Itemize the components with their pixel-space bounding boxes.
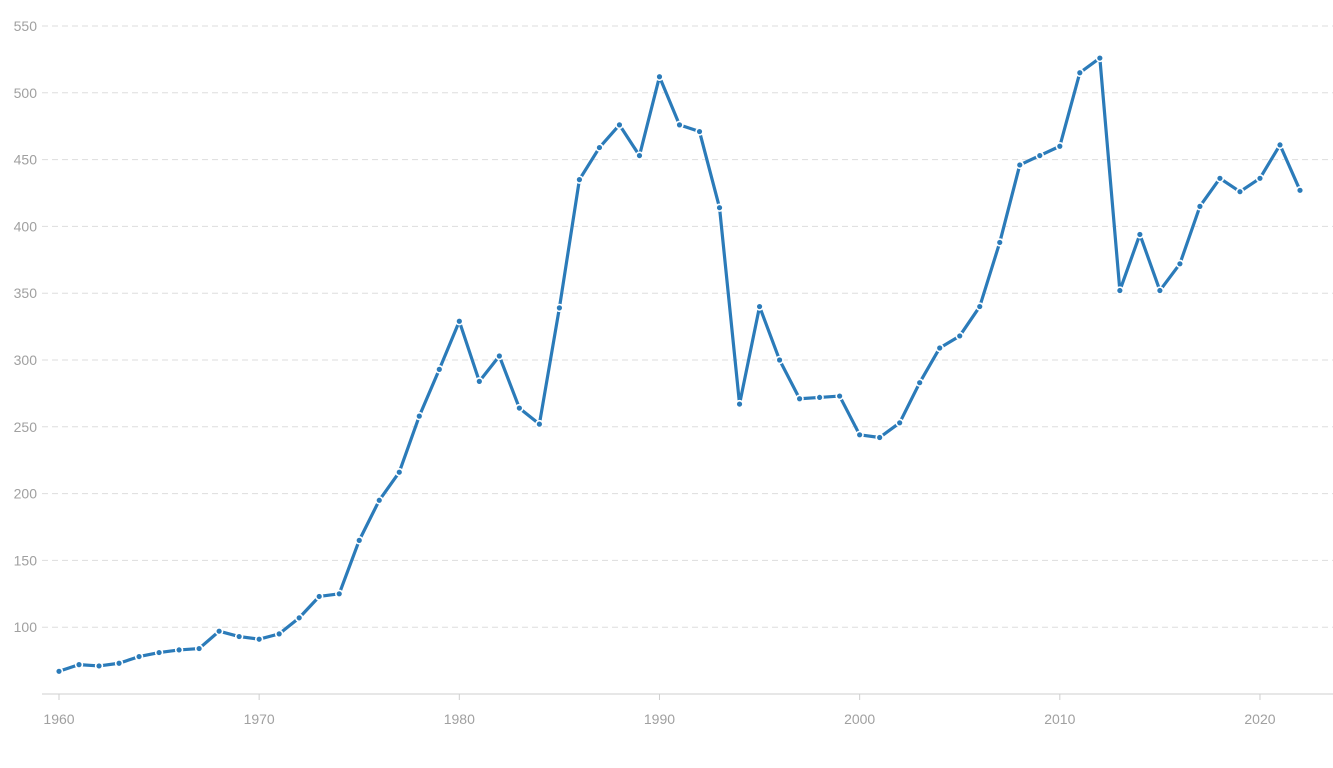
data-point-1981[interactable] <box>475 377 484 386</box>
x-axis <box>42 693 1333 700</box>
x-tick-label: 1960 <box>43 711 74 727</box>
data-point-1988[interactable] <box>615 120 624 130</box>
data-point-2000[interactable] <box>855 430 864 440</box>
y-tick-label: 250 <box>14 419 38 435</box>
y-tick-label: 150 <box>14 552 38 568</box>
x-tick-label: 2000 <box>844 711 875 727</box>
data-point-1989[interactable] <box>635 151 644 160</box>
data-point-1966[interactable] <box>174 645 184 655</box>
data-point-1998[interactable] <box>815 393 824 402</box>
data-point-1974[interactable] <box>335 589 344 598</box>
data-point-2012[interactable] <box>1095 53 1105 63</box>
x-tick-label: 2010 <box>1044 711 1075 727</box>
data-point-1965[interactable] <box>154 648 164 657</box>
x-tick-label: 1980 <box>444 711 475 727</box>
data-point-2004[interactable] <box>935 343 944 353</box>
data-point-2017[interactable] <box>1195 202 1205 211</box>
data-point-2019[interactable] <box>1235 187 1245 196</box>
gridlines <box>42 25 1333 628</box>
data-point-1979[interactable] <box>435 365 444 374</box>
data-point-2016[interactable] <box>1175 259 1185 269</box>
data-point-1971[interactable] <box>274 629 284 639</box>
data-point-1987[interactable] <box>595 143 604 152</box>
y-tick-label: 550 <box>14 18 38 34</box>
data-point-1983[interactable] <box>515 403 524 413</box>
y-tick-label: 500 <box>14 85 38 101</box>
y-tick-label: 200 <box>14 486 38 502</box>
data-point-1982[interactable] <box>495 351 504 361</box>
data-point-1969[interactable] <box>234 632 244 641</box>
data-point-1962[interactable] <box>94 661 104 671</box>
data-point-2007[interactable] <box>995 238 1004 247</box>
data-point-1961[interactable] <box>74 660 84 669</box>
data-point-2011[interactable] <box>1075 68 1085 77</box>
data-point-2002[interactable] <box>895 418 904 427</box>
data-point-1986[interactable] <box>575 175 584 184</box>
data-point-1999[interactable] <box>835 391 844 401</box>
data-point-1992[interactable] <box>695 127 704 136</box>
data-point-1984[interactable] <box>535 419 544 429</box>
y-tick-label: 350 <box>14 285 38 301</box>
data-point-1993[interactable] <box>715 203 724 212</box>
data-point-1973[interactable] <box>315 592 324 601</box>
data-point-1980[interactable] <box>455 317 464 326</box>
data-point-2010[interactable] <box>1055 142 1065 151</box>
data-point-2006[interactable] <box>975 302 984 311</box>
data-point-1972[interactable] <box>294 613 304 623</box>
series-line <box>57 56 1302 673</box>
data-point-1960[interactable] <box>54 667 64 676</box>
y-tick-label: 300 <box>14 352 38 368</box>
series-layer <box>54 53 1305 676</box>
data-point-1997[interactable] <box>795 394 804 403</box>
data-point-1995[interactable] <box>755 302 764 311</box>
data-point-1990[interactable] <box>655 72 664 81</box>
data-point-1975[interactable] <box>355 536 364 545</box>
data-point-2013[interactable] <box>1115 286 1125 295</box>
x-tick-label: 1970 <box>244 711 275 727</box>
x-tick-label: 2020 <box>1244 711 1275 727</box>
data-point-2014[interactable] <box>1135 230 1145 239</box>
data-point-1994[interactable] <box>735 399 744 409</box>
data-point-1970[interactable] <box>254 635 264 644</box>
data-point-2003[interactable] <box>915 378 924 387</box>
y-axis-tick-labels: 100 150 200 250 300 350 400 450 500 550 <box>14 18 38 635</box>
data-point-2021[interactable] <box>1275 140 1285 150</box>
data-point-2009[interactable] <box>1035 151 1044 160</box>
data-point-1968[interactable] <box>214 627 224 636</box>
data-point-1964[interactable] <box>134 652 144 661</box>
y-tick-label: 400 <box>14 218 38 234</box>
data-point-1991[interactable] <box>675 120 684 130</box>
data-point-2022[interactable] <box>1295 186 1305 195</box>
y-tick-label: 450 <box>14 152 38 168</box>
data-point-1977[interactable] <box>395 468 404 477</box>
data-point-1963[interactable] <box>114 659 124 668</box>
data-point-1996[interactable] <box>775 355 784 365</box>
data-point-2005[interactable] <box>955 331 964 341</box>
x-tick-label: 1990 <box>644 711 675 727</box>
data-point-2018[interactable] <box>1215 174 1225 183</box>
y-tick-label: 100 <box>14 619 38 635</box>
data-point-2008[interactable] <box>1015 160 1024 170</box>
data-point-1967[interactable] <box>194 644 204 653</box>
data-point-2020[interactable] <box>1255 174 1265 183</box>
data-point-1985[interactable] <box>555 303 564 313</box>
data-point-1978[interactable] <box>415 411 424 421</box>
x-axis-tick-labels: 1960 1970 1980 1990 2000 2010 2020 <box>43 711 1275 727</box>
data-point-1976[interactable] <box>375 496 384 505</box>
data-point-2015[interactable] <box>1155 286 1165 295</box>
data-point-2001[interactable] <box>875 433 884 442</box>
